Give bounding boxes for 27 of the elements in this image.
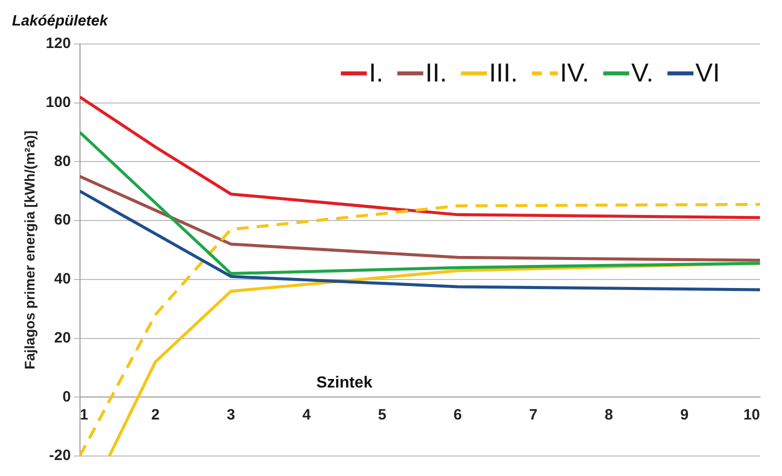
x-tick-label: 7 bbox=[529, 406, 538, 424]
legend-label: VI bbox=[695, 58, 720, 88]
x-tick-label: 10 bbox=[743, 406, 760, 424]
x-tick-label: 8 bbox=[604, 406, 614, 424]
legend-label: II. bbox=[425, 58, 447, 88]
y-tick-label: 100 bbox=[46, 94, 71, 111]
y-tick-label: 120 bbox=[46, 35, 71, 52]
legend-label: IV. bbox=[560, 58, 590, 88]
x-tick-label: 3 bbox=[226, 406, 236, 424]
y-tick-label: -20 bbox=[49, 447, 71, 464]
legend-label: V. bbox=[631, 58, 654, 88]
x-tick-label: 4 bbox=[302, 406, 312, 424]
legend-label: III. bbox=[488, 58, 518, 88]
y-axis-title: Fajlagos primer energia [kWh/(m²a)] bbox=[21, 130, 38, 370]
legend-label: I. bbox=[368, 58, 384, 88]
y-tick-label: 20 bbox=[54, 329, 71, 346]
x-tick-label: 2 bbox=[151, 406, 160, 424]
x-tick-label: 5 bbox=[378, 406, 386, 424]
x-axis-title: Szintek bbox=[316, 374, 372, 392]
x-tick-label: 1 bbox=[80, 406, 88, 424]
y-tick-label: 60 bbox=[54, 212, 71, 229]
x-tick-label: 9 bbox=[680, 406, 689, 424]
y-tick-label: 0 bbox=[62, 388, 71, 406]
x-tick-label: 6 bbox=[454, 406, 462, 424]
chart-title: Lakóépületek bbox=[12, 12, 109, 30]
y-tick-label: 80 bbox=[54, 152, 71, 170]
y-tick-label: 40 bbox=[54, 270, 71, 288]
